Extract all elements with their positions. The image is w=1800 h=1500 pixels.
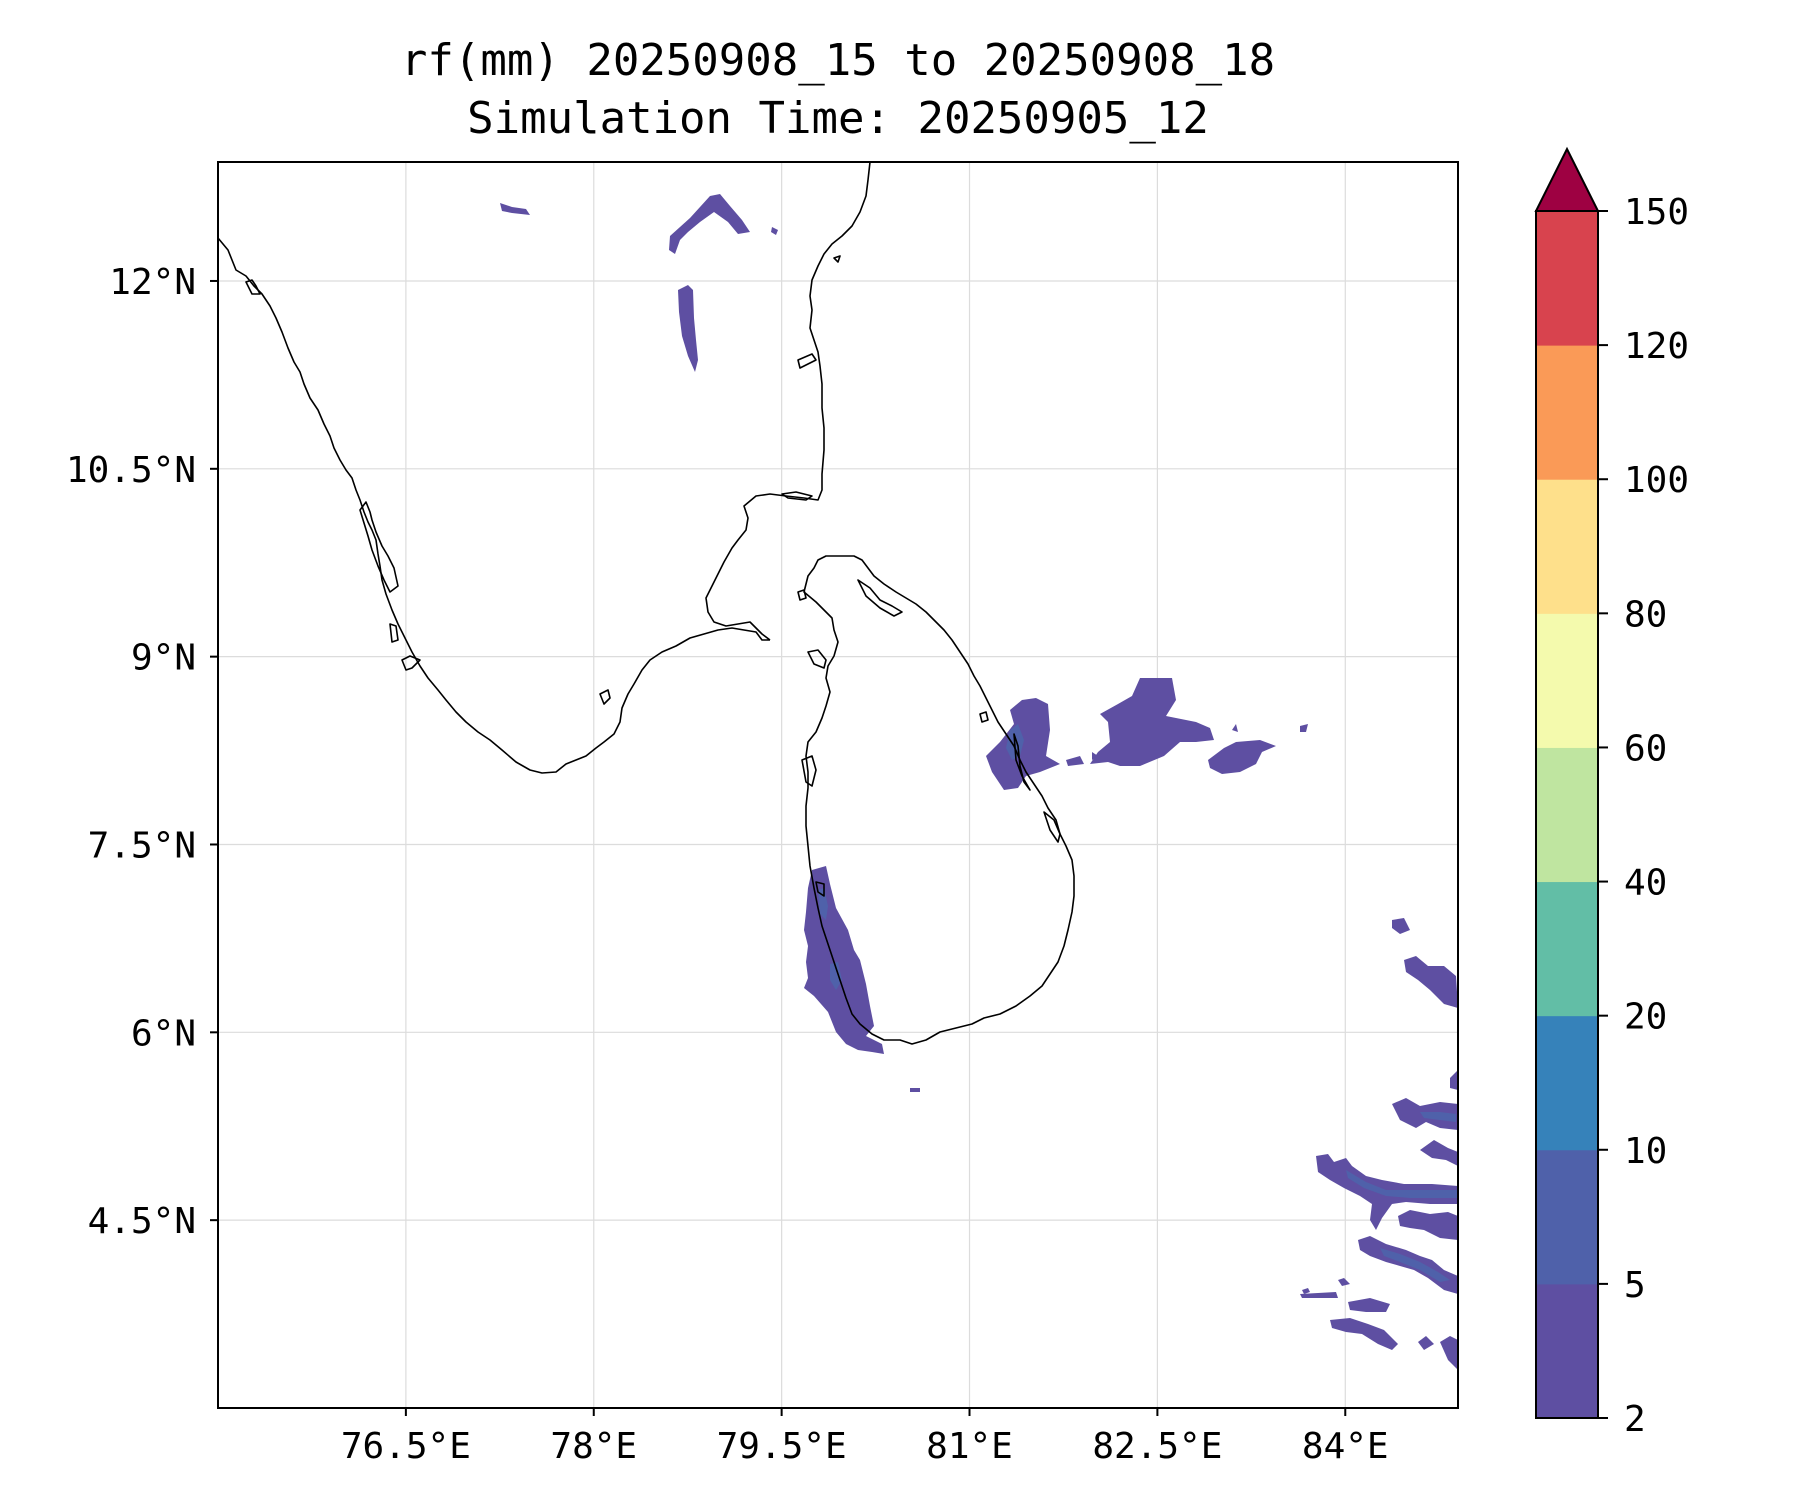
lat-tick-label: 10.5°N — [66, 450, 196, 491]
rain-patch — [1380, 1248, 1450, 1282]
colorbar: 2 5 10 20 40 60 80 100 120 150 — [1534, 146, 1689, 1440]
rain-patch — [1450, 1070, 1458, 1090]
map-title-line1: rf(mm) 20250908_15 to 20250908_18 — [401, 35, 1275, 86]
rain-patch — [1066, 756, 1084, 766]
coastline-islet — [781, 491, 813, 501]
lat-tick-label: 6°N — [131, 1013, 196, 1054]
colorbar-segment — [1536, 1149, 1598, 1285]
rain-patch — [678, 285, 698, 372]
colorbar-segment — [1536, 345, 1598, 480]
rain-patch — [1302, 1288, 1310, 1294]
rain-patch — [1392, 918, 1410, 934]
colorbar-tick-label: 20 — [1624, 997, 1667, 1038]
lon-tick-label: 76.5°E — [341, 1426, 471, 1467]
lon-tick-label: 79.5°E — [717, 1426, 847, 1467]
rain-patch — [1418, 1336, 1434, 1350]
coastline-sri-lanka — [803, 555, 1075, 1045]
lon-tick-label: 78°E — [550, 1426, 637, 1467]
coastline-lagoon — [801, 755, 817, 787]
colorbar-tick-label: 40 — [1624, 863, 1667, 904]
rain-patch — [830, 962, 842, 990]
coastline-islet — [797, 353, 817, 369]
coastline-islet — [833, 255, 841, 263]
rain-patch — [1092, 752, 1098, 760]
colorbar-tick-label: 100 — [1624, 460, 1689, 501]
lon-tick-label: 81°E — [926, 1426, 1013, 1467]
rain-patch — [771, 227, 778, 235]
coastline-lagoon — [1013, 733, 1031, 791]
rain-patch — [1420, 1112, 1456, 1122]
rain-patch — [500, 203, 530, 215]
rain-patch — [1404, 956, 1458, 1008]
coastline-islet — [401, 655, 421, 671]
coastline-islet — [797, 589, 807, 601]
rain-patch — [1232, 724, 1238, 732]
colorbar-segment — [1536, 479, 1598, 614]
rain-patch — [1440, 1336, 1458, 1370]
rain-patch — [669, 194, 750, 254]
map-area: 76.5°E 78°E 79.5°E 81°E 82.5°E 84°E 12°N 10.5°… — [66, 161, 1459, 1467]
rain-patch — [1398, 1210, 1458, 1240]
lat-tick-label: 4.5°N — [88, 1201, 196, 1242]
coastline-islet — [807, 649, 827, 669]
colorbar-tick-label: 60 — [1624, 728, 1667, 769]
lat-tick-label: 7.5°N — [88, 825, 196, 866]
rain-patch — [1348, 1298, 1390, 1312]
coastline-islet — [245, 279, 261, 295]
colorbar-tick-label: 10 — [1624, 1131, 1667, 1172]
colorbar-segment — [1536, 747, 1598, 883]
map-frame — [217, 161, 1459, 1409]
rain-patch — [818, 888, 828, 920]
colorbar-tick-label: 150 — [1624, 192, 1689, 233]
colorbar-segment — [1536, 211, 1598, 346]
coastline-islet — [599, 689, 611, 705]
map-title-line2: Simulation Time: 20250905_12 — [467, 93, 1209, 144]
coastline-islet — [979, 711, 989, 723]
rain-patch — [910, 1088, 920, 1092]
map-background — [218, 162, 1458, 1408]
rain-patch — [1338, 1278, 1350, 1286]
colorbar-segment — [1536, 881, 1598, 1017]
rain-patch — [1090, 678, 1214, 766]
coastline-lagoon — [1043, 811, 1061, 843]
lat-tick-label: 9°N — [131, 638, 196, 679]
colorbar-tick-label: 80 — [1624, 594, 1667, 635]
rainfall-contours — [500, 194, 1458, 1370]
colorbar-extend-triangle — [1534, 146, 1600, 212]
rain-patch — [1300, 1292, 1338, 1298]
colorbar-tick-label: 2 — [1624, 1399, 1646, 1440]
lat-tick-label: 12°N — [109, 262, 196, 303]
rain-patch — [1330, 1318, 1398, 1350]
colorbar-tick-label: 120 — [1624, 326, 1689, 367]
rain-patch — [1300, 724, 1308, 732]
lon-tick-label: 84°E — [1302, 1426, 1389, 1467]
latitude-ticks: 12°N 10.5°N 9°N 7.5°N 6°N 4.5°N — [66, 262, 218, 1242]
rain-patch — [1420, 1140, 1458, 1166]
rain-patch — [1208, 740, 1276, 774]
coastline-lagoon — [815, 881, 825, 897]
gridlines — [218, 162, 1458, 1408]
coastline-lagoon — [857, 579, 903, 617]
coastline-islet — [389, 623, 399, 643]
longitude-ticks: 76.5°E 78°E 79.5°E 81°E 82.5°E 84°E — [341, 1408, 1389, 1467]
lon-tick-label: 82.5°E — [1092, 1426, 1222, 1467]
colorbar-segment — [1536, 1015, 1598, 1151]
colorbar-segment — [1536, 613, 1598, 748]
colorbar-segment — [1536, 1283, 1598, 1419]
colorbar-frame — [1535, 210, 1599, 1419]
coastlines — [217, 161, 1075, 1045]
colorbar-tick-label: 5 — [1624, 1265, 1646, 1306]
rain-patch — [1346, 1170, 1458, 1198]
coastline-lagoon — [359, 501, 399, 593]
